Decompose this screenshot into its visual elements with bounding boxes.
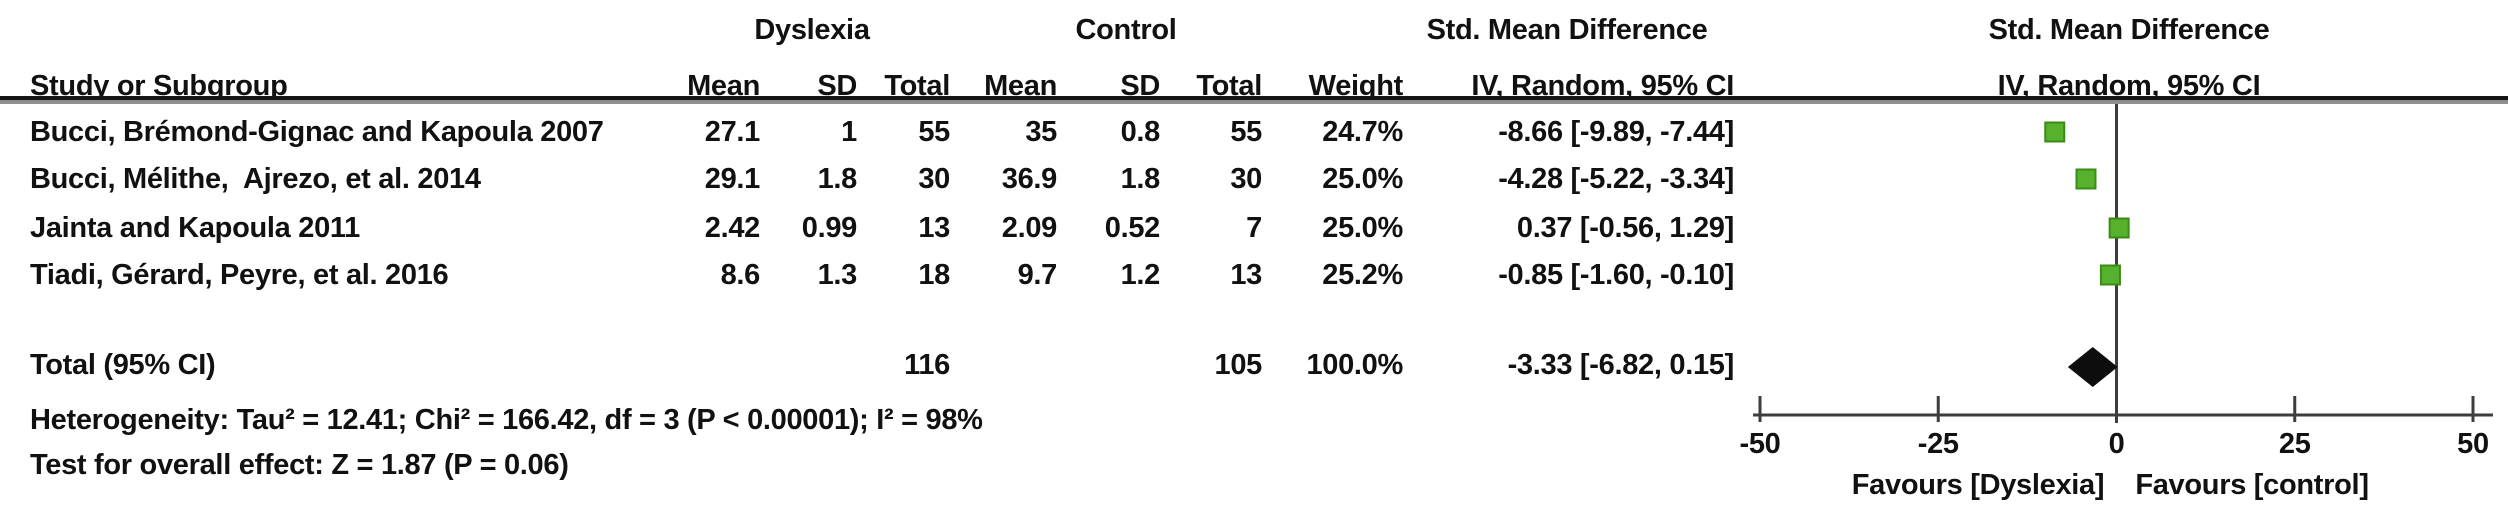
tick-label: 50 (2457, 428, 2489, 460)
study-name: Jainta and Kapoula 2011 (30, 212, 360, 244)
total-smd-ci: -3.33 [-6.82, 0.15] (1507, 349, 1735, 381)
group-header-control: Control (1075, 14, 1177, 46)
total-weight: 100.0% (1306, 349, 1403, 381)
weight-value: 25.0% (1322, 212, 1403, 244)
dyslexia-sd-value: 1.3 (817, 259, 858, 291)
study-row: Jainta and Kapoula 2011 2.42 0.99 13 2.0… (0, 210, 2508, 246)
control-mean-value: 9.7 (1017, 259, 1058, 291)
overall-effect-text: Test for overall effect: Z = 1.87 (P = 0… (30, 449, 569, 481)
smd-ci-value: -0.85 [-1.60, -0.10] (1498, 259, 1734, 291)
favours-right-label: Favours [control] (2135, 469, 2368, 501)
control-total-value: 30 (1230, 163, 1262, 195)
dyslexia-total-value: 30 (918, 163, 950, 195)
control-mean-value: 2.09 (1001, 212, 1058, 244)
control-mean-value: 36.9 (1001, 163, 1058, 195)
weight-value: 24.7% (1322, 116, 1403, 148)
total-diamond (2067, 347, 2118, 387)
total-label: Total (95% CI) (30, 349, 216, 381)
control-mean-value: 35 (1025, 116, 1057, 148)
dyslexia-total-value: 55 (918, 116, 950, 148)
dyslexia-mean-value: 29.1 (704, 163, 761, 195)
control-sd-value: 1.2 (1120, 259, 1161, 291)
dyslexia-mean-value: 2.42 (704, 212, 761, 244)
smd-ci-value: 0.37 [-0.56, 1.29] (1516, 212, 1734, 244)
tick-label: 0 (2109, 428, 2125, 460)
smd-ci-value: -4.28 [-5.22, -3.34] (1498, 163, 1734, 195)
plot-header-line1: Std. Mean Difference (1988, 14, 2270, 46)
smd-ci-value: -8.66 [-9.89, -7.44] (1498, 116, 1734, 148)
study-row: Bucci, Brémond-Gignac and Kapoula 2007 2… (0, 114, 2508, 150)
study-marker (2108, 217, 2130, 239)
dyslexia-total-value: 18 (918, 259, 950, 291)
study-row: Bucci, Mélithe, Ajrezo, et al. 2014 29.1… (0, 161, 2508, 197)
favours-left-label: Favours [Dyslexia] (1852, 469, 2105, 501)
control-total-value: 13 (1230, 259, 1262, 291)
overall-effect-row: Test for overall effect: Z = 1.87 (P = 0… (0, 447, 2508, 483)
dyslexia-mean-value: 27.1 (704, 116, 761, 148)
study-marker (2044, 121, 2066, 143)
study-name: Bucci, Mélithe, Ajrezo, et al. 2014 (30, 163, 481, 195)
total-row: Total (95% CI) 116 105 100.0% -3.33 [-6.… (0, 347, 2508, 383)
control-total-value: 55 (1230, 116, 1262, 148)
tick-label: -25 (1918, 428, 1959, 460)
dyslexia-total-sum: 116 (904, 349, 950, 381)
heterogeneity-text: Heterogeneity: Tau² = 12.41; Chi² = 166.… (30, 404, 983, 436)
dyslexia-sd-value: 1.8 (817, 163, 858, 195)
control-sd-value: 0.52 (1104, 212, 1161, 244)
study-name: Bucci, Brémond-Gignac and Kapoula 2007 (30, 116, 604, 148)
header-rule (0, 96, 2508, 104)
dyslexia-mean-value: 8.6 (720, 259, 761, 291)
tick-label: 25 (2279, 428, 2311, 460)
control-total-sum: 105 (1214, 349, 1263, 381)
control-sd-value: 1.8 (1120, 163, 1161, 195)
control-total-value: 7 (1246, 212, 1262, 244)
study-marker (2099, 264, 2121, 286)
study-name: Tiadi, Gérard, Peyre, et al. 2016 (30, 259, 449, 291)
weight-value: 25.0% (1322, 163, 1403, 195)
study-row: Tiadi, Gérard, Peyre, et al. 2016 8.6 1.… (0, 257, 2508, 293)
control-sd-value: 0.8 (1120, 116, 1161, 148)
smd-column-header: Std. Mean Difference (1426, 14, 1708, 46)
tick-label: -50 (1739, 428, 1780, 460)
dyslexia-sd-value: 0.99 (801, 212, 858, 244)
group-header-dyslexia: Dyslexia (754, 14, 870, 46)
dyslexia-total-value: 13 (918, 212, 950, 244)
dyslexia-sd-value: 1 (841, 116, 857, 148)
heterogeneity-row: Heterogeneity: Tau² = 12.41; Chi² = 166.… (0, 402, 2508, 438)
weight-value: 25.2% (1322, 259, 1403, 291)
study-marker (2075, 168, 2097, 190)
